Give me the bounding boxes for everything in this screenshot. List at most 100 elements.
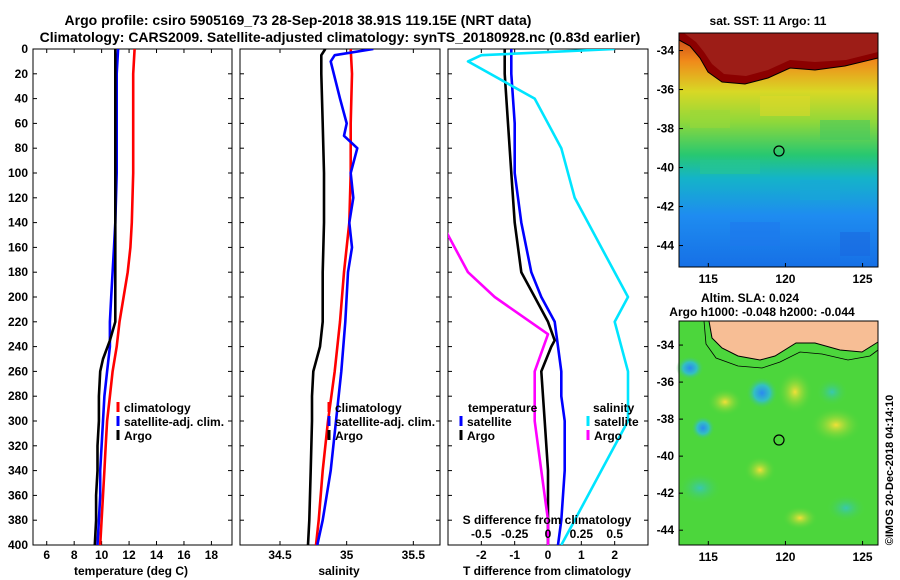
figure-title-line2: Climatology: CARS2009. Satellite-adjuste… <box>40 29 641 45</box>
imos-credit: ©IMOS 20-Dec-2018 04:14:10 <box>884 395 896 546</box>
sla-map-eddies <box>676 356 866 530</box>
xtick-label: 34.5 <box>268 548 292 562</box>
xtick-label: 2 <box>611 548 618 562</box>
xtick-label: 18 <box>205 548 219 562</box>
temperature-legend: climatology satellite-adj. clim. Argo <box>116 401 224 443</box>
xtick-label: 0 <box>545 548 552 562</box>
temperature-legend-argo: Argo <box>124 429 152 443</box>
salinity-axes-frame <box>239 48 441 546</box>
temperature-panel: 0 20 40 60 80 100 120 140 160 180 200 220 240 260 280 3… <box>8 42 233 578</box>
ytick-label: 40 <box>15 92 29 106</box>
ytick-label: 280 <box>8 389 28 403</box>
temperature-legend-climatology: climatology <box>124 401 191 415</box>
map-xtick-label: 125 <box>853 550 873 564</box>
xtick-label: -1 <box>509 548 520 562</box>
difference-legend-temperature-title: temperature <box>468 401 538 415</box>
salinity-legend-climatology: climatology <box>335 401 402 415</box>
sst-map-land-inner <box>684 33 878 76</box>
xtick-label: 35.5 <box>402 548 426 562</box>
ytick-label: 160 <box>8 240 28 254</box>
xtick-label: 35 <box>340 548 354 562</box>
ytick-label: 240 <box>8 340 28 354</box>
xtick-label: 14 <box>150 548 164 562</box>
series-line-s-argo <box>448 232 550 545</box>
xtick-label: 1 <box>578 548 585 562</box>
ytick-label: 200 <box>8 290 28 304</box>
temperature-xlabel: temperature (deg C) <box>74 564 188 578</box>
difference-legend-s-satellite: satellite <box>594 415 639 429</box>
sla-map-contour <box>703 320 879 369</box>
ytick-label: 400 <box>8 538 28 552</box>
xtick-label: 10 <box>95 548 109 562</box>
ytick-label: 0 <box>21 42 28 56</box>
sla-map-land <box>709 321 878 360</box>
map-ytick-label: -34 <box>657 338 675 352</box>
ytick-label: 260 <box>8 364 28 378</box>
difference-panel: -2 -1 0 1 2 T difference from climatology S … <box>447 48 649 578</box>
salinity-diff-tick-label: -0.5 <box>471 527 492 541</box>
ytick-label: 140 <box>8 216 28 230</box>
ytick-label: 60 <box>15 116 29 130</box>
map-xtick-label: 120 <box>775 550 795 564</box>
map-ytick-label: -40 <box>657 449 675 463</box>
difference-legend-t-argo: Argo <box>467 429 495 443</box>
sla-map: Altim. SLA: 0.024 Argo h1000: -0.048 h20… <box>657 291 879 564</box>
map-xtick-label: 115 <box>699 550 719 564</box>
salinity-diff-tick-label: -0.25 <box>501 527 529 541</box>
difference-xlabel: T difference from climatology <box>463 564 631 578</box>
temperature-legend-satellite: satellite-adj. clim. <box>124 415 224 429</box>
map-xtick-label: 125 <box>853 272 873 286</box>
xtick-label: 12 <box>122 548 136 562</box>
difference-legend-t-satellite: satellite <box>467 415 512 429</box>
map-ytick-label: -38 <box>657 412 675 426</box>
series-line-argo <box>93 49 117 545</box>
difference-xlabel-salinity: S difference from climatology <box>463 513 632 527</box>
sst-map-texture <box>690 96 870 256</box>
xtick-label: 16 <box>177 548 191 562</box>
ytick-label: 180 <box>8 265 28 279</box>
ytick-label: 120 <box>8 191 28 205</box>
series-line-argo <box>306 49 327 545</box>
figure-title-line1: Argo profile: csiro 5905169_73 28-Sep-20… <box>65 12 532 28</box>
map-ytick-label: -44 <box>657 239 675 253</box>
sla-map-frame <box>678 320 879 546</box>
salinity-diff-tick-label: 0 <box>545 527 552 541</box>
ytick-label: 360 <box>8 488 28 502</box>
salinity-xlabel: salinity <box>318 564 360 578</box>
series-line-climatology <box>314 49 354 545</box>
ytick-label: 320 <box>8 439 28 453</box>
map-ytick-label: -44 <box>657 523 675 537</box>
ytick-label: 220 <box>8 315 28 329</box>
sst-map-frame <box>678 32 879 268</box>
ytick-label: 80 <box>15 141 29 155</box>
map-ytick-label: -34 <box>657 44 675 58</box>
xtick-label: 8 <box>71 548 78 562</box>
sla-map-title-line2: Argo h1000: -0.048 h2000: -0.044 <box>669 305 855 319</box>
map-ytick-label: -36 <box>657 375 675 389</box>
map-ytick-label: -42 <box>657 200 675 214</box>
difference-legend-salinity-title: salinity <box>593 401 635 415</box>
sla-map-argo-marker <box>773 434 785 446</box>
series-line-satellite-adj-clim- <box>96 49 120 545</box>
ytick-label: 380 <box>8 513 28 527</box>
sst-map-argo-marker <box>773 145 785 157</box>
map-ytick-label: -40 <box>657 161 675 175</box>
map-xtick-label: 115 <box>699 272 719 286</box>
series-line-t-satellite <box>509 49 567 545</box>
sst-map-title: sat. SST: 11 Argo: 11 <box>710 14 827 28</box>
ytick-label: 340 <box>8 464 28 478</box>
salinity-diff-tick-label: 0.5 <box>606 527 623 541</box>
ytick-label: 100 <box>8 166 28 180</box>
salinity-legend-argo: Argo <box>335 429 363 443</box>
salinity-legend: climatology satellite-adj. clim. Argo <box>327 401 435 443</box>
sla-map-coastline <box>708 320 879 361</box>
sst-map-coastline <box>678 39 879 85</box>
xtick-label: 6 <box>43 548 50 562</box>
sst-map: sat. SST: 11 Argo: 11 -34 -36 -38 -40 -42 -44… <box>657 14 879 286</box>
ytick-label: 300 <box>8 414 28 428</box>
map-ytick-label: -36 <box>657 83 675 97</box>
map-ytick-label: -42 <box>657 486 675 500</box>
salinity-diff-tick-label: 0.25 <box>570 527 594 541</box>
xtick-label: -2 <box>476 548 487 562</box>
